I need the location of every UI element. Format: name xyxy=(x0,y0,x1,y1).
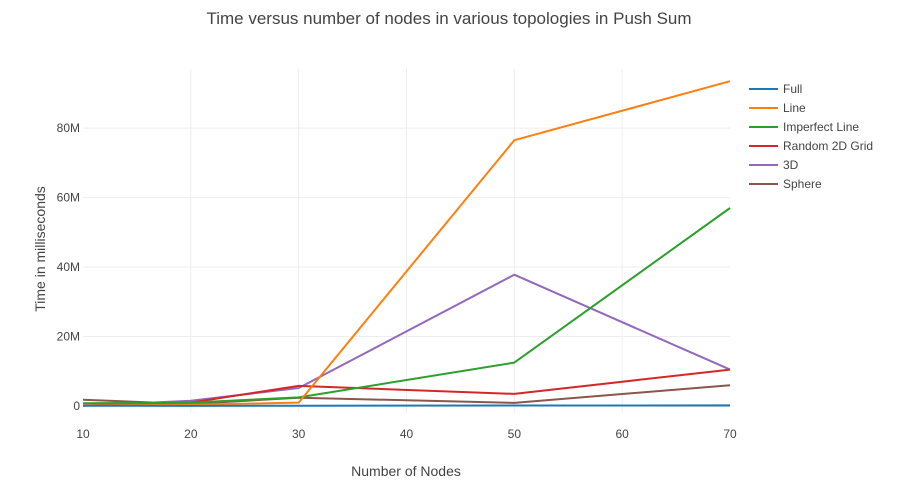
series-line-full xyxy=(82,404,731,407)
legend-item-imperfect-line[interactable]: Imperfect Line xyxy=(749,120,859,134)
x-tick-label: 30 xyxy=(292,427,306,441)
x-tick-label: 20 xyxy=(184,427,198,441)
x-tick-label: 50 xyxy=(508,427,522,441)
x-axis-ticks: 10 20 30 40 50 60 70 xyxy=(76,427,737,441)
y-axis-title: Time in milliseconds xyxy=(32,186,48,312)
y-tick-label: 60M xyxy=(57,191,80,205)
y-tick-label: 0 xyxy=(73,399,80,413)
legend-item-3d[interactable]: 3D xyxy=(749,158,799,172)
legend-label: Imperfect Line xyxy=(783,120,859,134)
x-tick-label: 60 xyxy=(615,427,629,441)
legend-label: 3D xyxy=(783,158,799,172)
y-tick-label: 40M xyxy=(57,260,80,274)
legend[interactable]: Full Line Imperfect Line Random 2D Grid 3D Sp… xyxy=(749,82,873,191)
y-tick-label: 80M xyxy=(57,121,80,135)
legend-item-full[interactable]: Full xyxy=(749,82,802,96)
x-tick-label: 40 xyxy=(400,427,414,441)
legend-item-line[interactable]: Line xyxy=(749,101,806,115)
series-line-imperfect-line xyxy=(82,207,731,405)
x-tick-label: 10 xyxy=(76,427,90,441)
chart-title: Time versus number of nodes in various t… xyxy=(206,9,691,28)
legend-item-sphere[interactable]: Sphere xyxy=(749,177,822,191)
legend-label: Line xyxy=(783,101,806,115)
legend-label: Random 2D Grid xyxy=(783,139,873,153)
x-axis-title: Number of Nodes xyxy=(351,463,461,479)
y-axis-ticks: 0 20M 40M 60M 80M xyxy=(57,121,81,413)
legend-label: Sphere xyxy=(783,177,822,191)
legend-label: Full xyxy=(783,82,802,96)
series-layer xyxy=(82,80,731,407)
y-tick-label: 20M xyxy=(57,330,80,344)
x-tick-label: 70 xyxy=(723,427,737,441)
legend-item-random-2d-grid[interactable]: Random 2D Grid xyxy=(749,139,873,153)
grid-layer xyxy=(83,69,730,413)
